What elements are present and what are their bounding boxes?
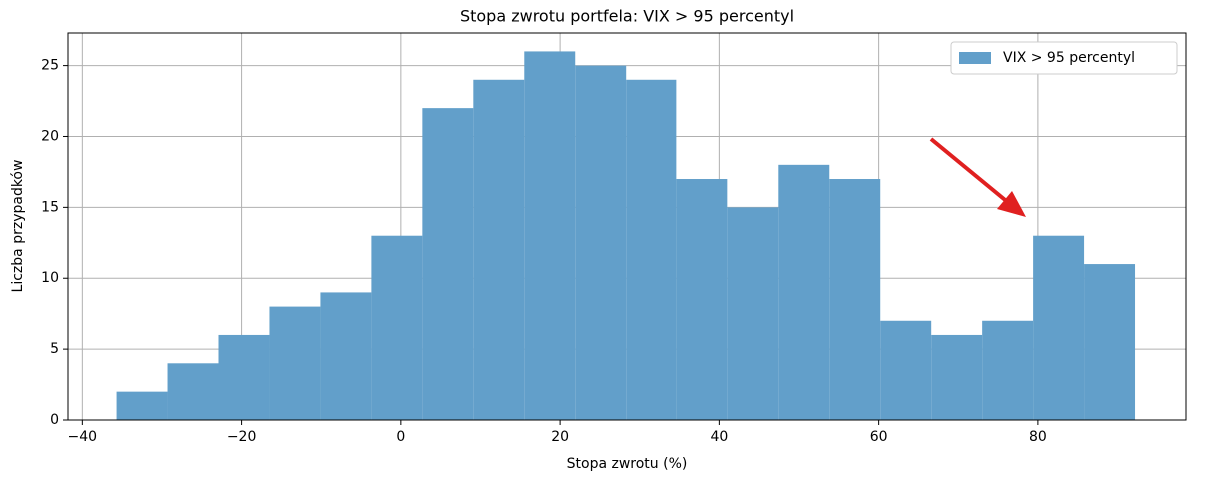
bar <box>880 320 932 420</box>
annotation-arrow <box>929 137 1026 217</box>
legend: VIX > 95 percentyl <box>950 41 1178 75</box>
bar <box>524 51 576 421</box>
y-tick-label: 15 <box>41 199 59 215</box>
bar <box>626 79 677 421</box>
y-tick-label: 20 <box>41 128 59 144</box>
bar <box>371 235 423 420</box>
x-axis-label: Stopa zwrotu (%) <box>567 456 688 472</box>
x-tick-label: 0 <box>396 429 405 445</box>
bar <box>829 179 881 420</box>
x-tick-label: −40 <box>68 429 98 445</box>
x-tick-label: 60 <box>870 429 888 445</box>
bar <box>269 306 321 420</box>
bar <box>116 391 168 420</box>
bar <box>778 164 830 420</box>
x-tick-label: 40 <box>710 429 728 445</box>
bar <box>727 207 779 420</box>
bar <box>575 65 627 420</box>
chart-title: Stopa zwrotu portfela: VIX > 95 percenty… <box>460 7 794 26</box>
legend-swatch <box>959 52 991 64</box>
plot-frame <box>67 32 1187 421</box>
legend-label: VIX > 95 percentyl <box>1003 50 1135 66</box>
legend-box <box>950 41 1178 75</box>
bar <box>473 79 525 421</box>
bar <box>1084 264 1136 420</box>
bar <box>320 292 372 420</box>
bar <box>422 108 474 420</box>
y-tick-label: 25 <box>41 58 59 74</box>
bar <box>676 179 728 420</box>
bar <box>931 334 983 420</box>
x-tick-label: 20 <box>551 429 569 445</box>
x-tick-label: 80 <box>1029 429 1047 445</box>
y-axis-label: Liczba przypadków <box>10 160 26 293</box>
axes: −40 −20 0 20 40 60 80 0 5 10 15 20 25 <box>41 32 1187 445</box>
bar <box>982 320 1034 420</box>
bars <box>116 51 1136 421</box>
bar <box>1033 235 1085 420</box>
arrow-head <box>997 191 1026 217</box>
bar <box>218 334 270 420</box>
arrow-shaft <box>929 137 1012 206</box>
bar <box>167 363 219 420</box>
y-tick-label: 5 <box>50 341 59 357</box>
y-tick-label: 10 <box>41 270 59 286</box>
y-tick-label: 0 <box>50 412 59 428</box>
x-tick-label: −20 <box>227 429 257 445</box>
